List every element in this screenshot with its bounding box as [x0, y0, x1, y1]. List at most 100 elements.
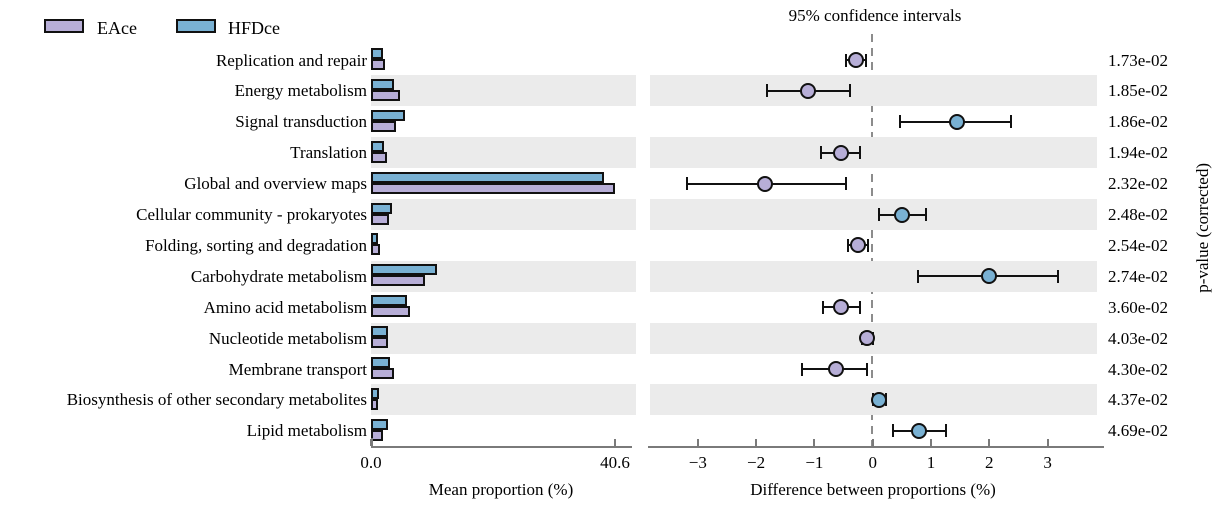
bar-hfdce	[371, 202, 393, 214]
ci-cap-left	[686, 177, 689, 191]
ci-dot	[827, 361, 844, 377]
right-axis-tick	[755, 439, 758, 446]
ci-dot	[894, 206, 911, 223]
ci-dot	[757, 175, 774, 192]
ci-cap-right	[859, 300, 862, 314]
legend-label-hfdce: HFDce	[228, 18, 280, 38]
pvalue-axis-label: p-value (corrected)	[1193, 163, 1212, 293]
ci-cap-left	[847, 238, 850, 252]
zero-dashed-line	[871, 34, 873, 446]
ci-cap-left	[899, 115, 902, 129]
row-band-left	[371, 199, 636, 230]
p-value: 4.30e-02	[1108, 359, 1168, 379]
bar-hfdce	[371, 418, 388, 430]
right-axis-tick	[871, 439, 874, 446]
right-axis-tick	[1046, 439, 1049, 446]
right-axis-tick-label: −2	[747, 453, 766, 472]
bar-eace	[371, 59, 385, 70]
category-label: Carbohydrate metabolism	[190, 266, 367, 286]
ci-dot	[848, 52, 865, 68]
left-axis-tick	[614, 439, 616, 446]
right-axis-tick-label: 1	[926, 453, 936, 472]
bar-hfdce	[371, 48, 384, 59]
category-label: Cellular community - prokaryotes	[136, 205, 367, 224]
left-axis-tick-label: 40.6	[600, 453, 630, 472]
bar-eace	[371, 337, 389, 349]
right-axis-tick-label: 0	[868, 453, 877, 472]
p-value: 1.85e-02	[1108, 81, 1168, 101]
legend-swatch-hfdce	[176, 19, 216, 33]
category-label: Membrane transport	[228, 359, 367, 379]
bar-eace	[371, 368, 394, 379]
bar-hfdce	[371, 109, 405, 121]
row-band-right	[650, 75, 1097, 107]
row-band-left	[371, 137, 636, 169]
right-axis-tick-label: −3	[688, 453, 707, 472]
p-value: 4.37e-02	[1108, 390, 1168, 410]
ci-dot	[859, 330, 876, 347]
bar-hfdce	[371, 387, 379, 399]
ci-cap-right	[865, 53, 868, 67]
p-value: 4.69e-02	[1108, 421, 1168, 441]
left-axis-start-tick	[371, 438, 373, 446]
category-label: Folding, sorting and degradation	[145, 235, 367, 255]
bar-eace	[371, 182, 615, 194]
row-band-left	[371, 75, 636, 107]
p-value: 1.86e-02	[1108, 112, 1168, 132]
bar-hfdce	[371, 171, 605, 183]
right-x-axis-line	[648, 446, 1104, 448]
ci-dot	[799, 82, 816, 99]
bar-hfdce	[371, 140, 384, 152]
bar-hfdce	[371, 357, 391, 368]
ci-cap-left	[765, 84, 768, 98]
category-label: Amino acid metabolism	[203, 297, 367, 317]
ci-cap-left	[844, 53, 847, 67]
p-value: 2.54e-02	[1108, 235, 1168, 255]
category-label: Energy metabolism	[234, 81, 367, 101]
ci-cap-right	[944, 424, 947, 438]
p-value: 1.94e-02	[1108, 143, 1168, 163]
ci-dot	[833, 299, 850, 316]
bar-eace	[371, 275, 426, 287]
bar-hfdce	[371, 295, 408, 307]
category-label: Signal transduction	[235, 112, 367, 132]
right-axis-tick-label: 3	[1043, 453, 1052, 472]
category-label: Nucleotide metabolism	[208, 328, 367, 348]
legend-swatch-eace	[44, 19, 84, 33]
ci-cap-right	[858, 146, 861, 160]
ci-cap-right	[844, 177, 847, 191]
category-label: Lipid metabolism	[246, 421, 367, 441]
right-axis-tick	[988, 439, 991, 446]
p-value: 2.32e-02	[1108, 174, 1168, 194]
ci-dot	[948, 113, 965, 130]
p-value: 3.60e-02	[1108, 297, 1168, 317]
bar-eace	[371, 306, 411, 318]
bar-eace	[371, 244, 380, 256]
ci-dot	[850, 237, 867, 254]
left-axis-tick-label: 0.0	[360, 453, 382, 472]
ci-cap-left	[917, 269, 920, 283]
ci-cap-left	[878, 208, 881, 221]
p-value: 2.74e-02	[1108, 266, 1168, 286]
ci-panel-title: 95% confidence intervals	[788, 6, 962, 25]
ci-cap-right	[866, 362, 869, 376]
bar-eace	[371, 89, 401, 101]
category-label: Translation	[290, 143, 367, 163]
ci-cap-right	[1009, 115, 1012, 129]
row-band-left	[371, 322, 636, 354]
ci-cap-right	[924, 208, 927, 221]
ci-cap-left	[891, 424, 894, 438]
p-value: 1.73e-02	[1108, 50, 1168, 70]
left-axis-title: Mean proportion (%)	[428, 480, 574, 499]
ci-dot	[910, 422, 927, 439]
left-x-axis-line	[371, 446, 632, 448]
p-value: 2.48e-02	[1108, 205, 1168, 224]
bar-eace	[371, 151, 387, 163]
right-axis-tick-label: −1	[805, 453, 824, 472]
bar-eace	[371, 398, 379, 410]
bar-hfdce	[371, 264, 438, 276]
left-axis-tick	[370, 439, 372, 446]
bar-hfdce	[371, 326, 388, 338]
bar-eace	[371, 429, 384, 441]
